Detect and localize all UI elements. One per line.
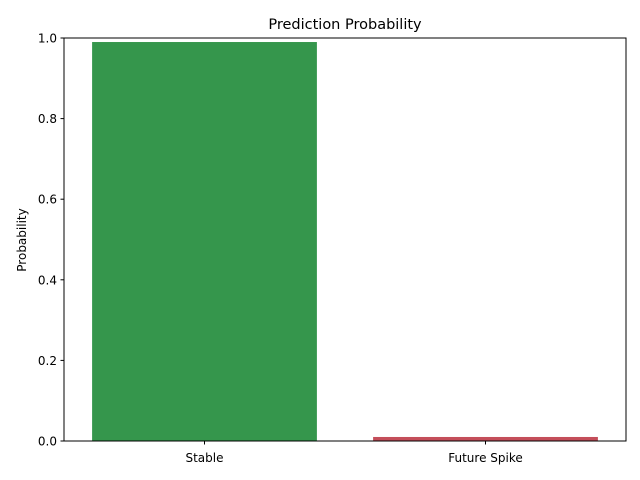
y-tick-label: 0.4 [38, 273, 57, 287]
bars-layer [92, 42, 598, 441]
y-axis: 0.0 0.2 0.4 0.6 0.8 1.0 [38, 32, 64, 449]
plot-frame [63, 37, 627, 442]
y-tick-label: 0.6 [38, 193, 57, 207]
y-tick-label: 0.8 [38, 112, 57, 126]
chart-title: Prediction Probability [268, 17, 422, 33]
x-axis: Stable Future Spike [185, 441, 523, 465]
x-tick-label: Stable [185, 451, 223, 465]
y-axis-label: Probability [15, 208, 29, 271]
bar-future-spike [373, 436, 598, 441]
y-tick-label: 1.0 [38, 32, 57, 46]
x-tick-label: Future Spike [448, 451, 523, 465]
y-tick-label: 0.0 [38, 435, 57, 449]
bar-stable [92, 42, 317, 441]
y-tick-label: 0.2 [38, 354, 57, 368]
